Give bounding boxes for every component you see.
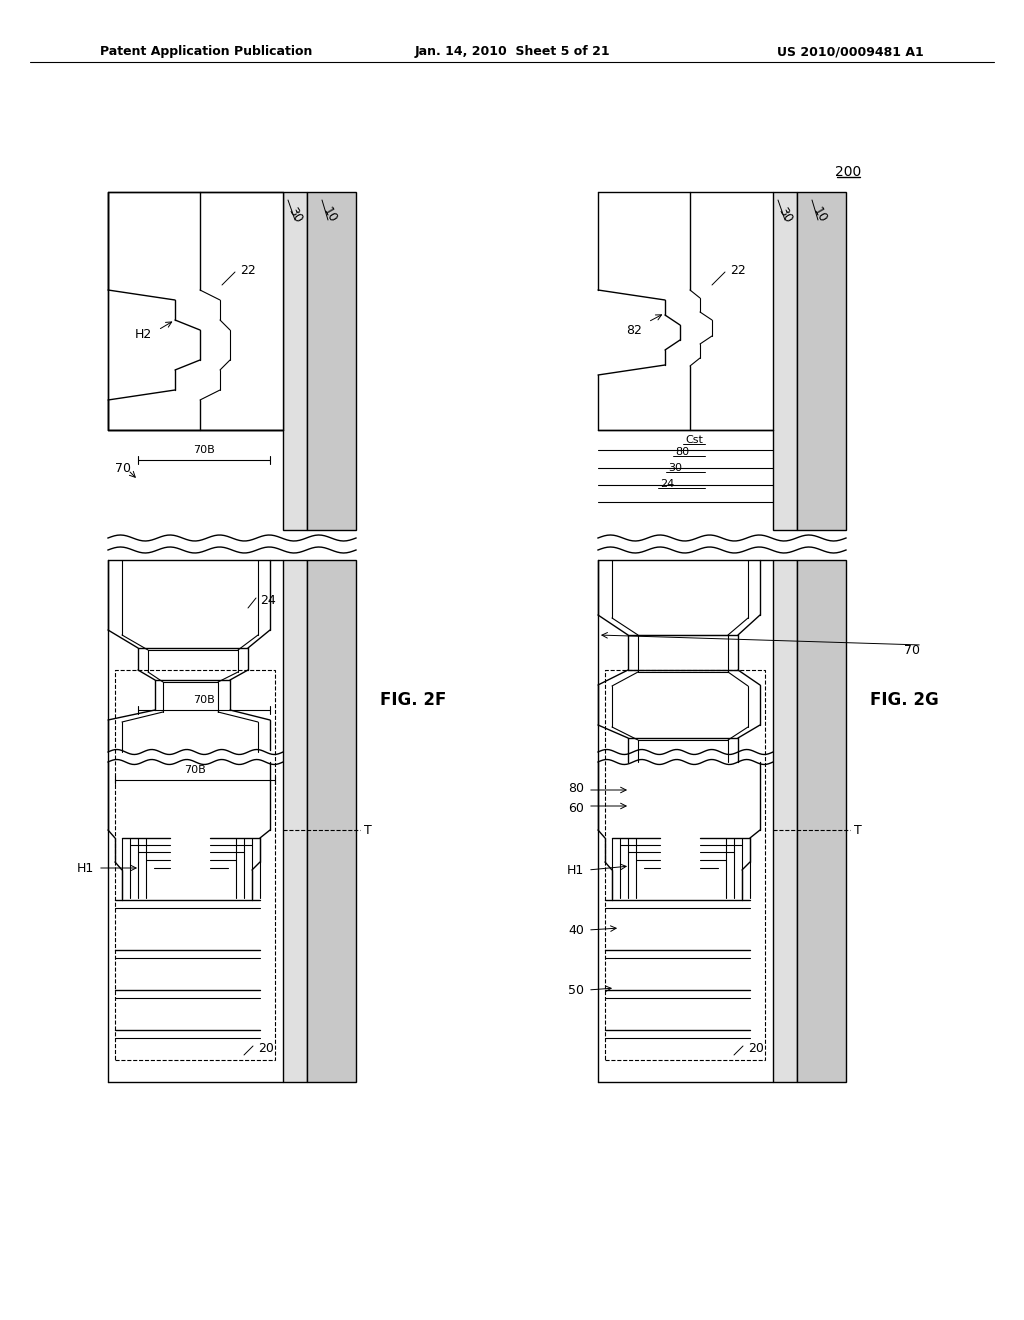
Text: Jan. 14, 2010  Sheet 5 of 21: Jan. 14, 2010 Sheet 5 of 21 bbox=[414, 45, 610, 58]
Text: 70B: 70B bbox=[184, 766, 206, 775]
Text: 70B: 70B bbox=[194, 696, 215, 705]
Text: Patent Application Publication: Patent Application Publication bbox=[100, 45, 312, 58]
Text: 200: 200 bbox=[835, 165, 861, 180]
Bar bbox=[108, 191, 283, 430]
Bar bbox=[773, 560, 797, 1082]
Text: 30: 30 bbox=[668, 463, 682, 473]
Text: 70: 70 bbox=[904, 644, 920, 656]
Text: 60: 60 bbox=[568, 801, 584, 814]
Bar bbox=[307, 191, 356, 531]
Text: 70: 70 bbox=[115, 462, 131, 474]
Text: 24: 24 bbox=[660, 479, 674, 488]
Text: 80: 80 bbox=[568, 781, 584, 795]
Text: 30: 30 bbox=[775, 205, 795, 226]
Text: 82: 82 bbox=[626, 323, 642, 337]
Bar bbox=[283, 560, 307, 1082]
Bar bbox=[797, 191, 846, 531]
Bar bbox=[115, 671, 275, 1060]
Text: 22: 22 bbox=[240, 264, 256, 276]
Bar bbox=[773, 191, 797, 531]
Text: 24: 24 bbox=[260, 594, 275, 606]
Text: 40: 40 bbox=[568, 924, 584, 936]
Text: FIG. 2G: FIG. 2G bbox=[870, 690, 939, 709]
Text: H1: H1 bbox=[77, 862, 94, 874]
Text: 20: 20 bbox=[258, 1041, 273, 1055]
Bar bbox=[605, 671, 765, 1060]
Text: 10: 10 bbox=[810, 205, 829, 226]
Text: T: T bbox=[854, 824, 862, 837]
Text: 22: 22 bbox=[730, 264, 745, 276]
Text: Cst: Cst bbox=[685, 436, 702, 445]
Text: 10: 10 bbox=[321, 205, 340, 226]
Text: FIG. 2F: FIG. 2F bbox=[380, 690, 446, 709]
Text: US 2010/0009481 A1: US 2010/0009481 A1 bbox=[777, 45, 924, 58]
Text: 70B: 70B bbox=[194, 445, 215, 455]
Text: H1: H1 bbox=[566, 863, 584, 876]
Text: T: T bbox=[364, 824, 372, 837]
Text: 30: 30 bbox=[286, 205, 304, 226]
Text: 50: 50 bbox=[568, 983, 584, 997]
Text: H2: H2 bbox=[135, 329, 152, 342]
Text: 20: 20 bbox=[748, 1041, 764, 1055]
Bar bbox=[797, 560, 846, 1082]
Text: 80: 80 bbox=[675, 447, 689, 457]
Bar bbox=[307, 560, 356, 1082]
Bar bbox=[283, 191, 307, 531]
